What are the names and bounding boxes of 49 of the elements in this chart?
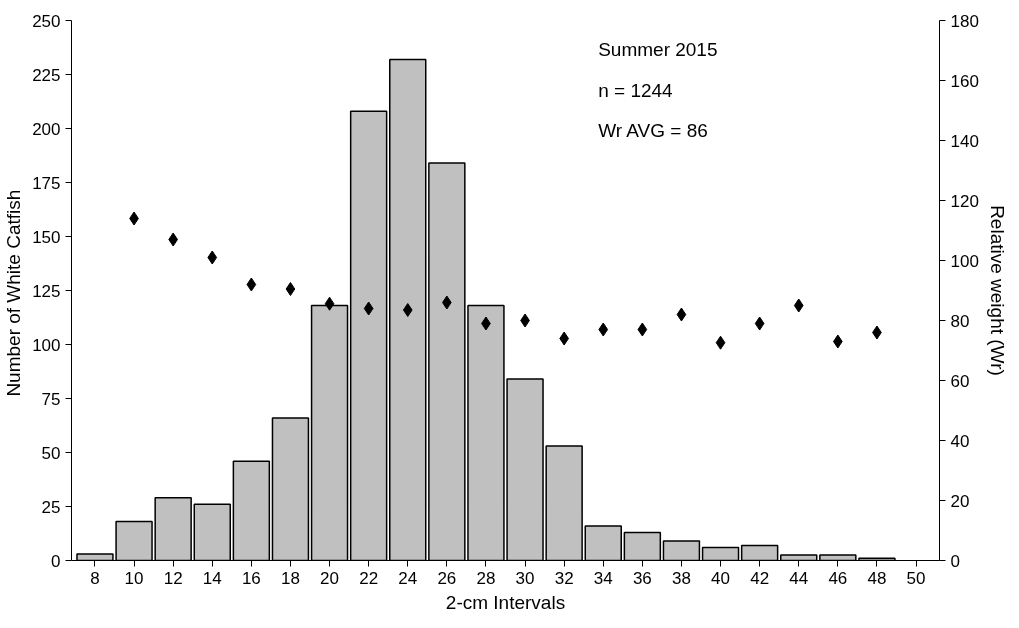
x-tick-label: 40 bbox=[711, 568, 731, 588]
x-tick-label: 28 bbox=[476, 568, 496, 588]
y2-tick-label: 60 bbox=[950, 371, 970, 391]
x-tick-label: 50 bbox=[906, 568, 926, 588]
x-tick-label: 46 bbox=[828, 568, 848, 588]
annotation: n = 1244 bbox=[598, 79, 674, 101]
x-tick-label: 18 bbox=[281, 568, 300, 588]
x-tick-label: 14 bbox=[202, 568, 222, 588]
y2-tick-label: 40 bbox=[950, 431, 970, 451]
x-tick-label: 36 bbox=[632, 568, 652, 588]
x-tick-label: 12 bbox=[163, 568, 183, 588]
y-tick-label: 225 bbox=[32, 65, 61, 85]
y-tick-label: 50 bbox=[41, 443, 61, 463]
y-axis-title: Number of White Catfish bbox=[3, 189, 25, 397]
y2-tick-label: 120 bbox=[950, 191, 979, 211]
y2-tick-label: 0 bbox=[950, 551, 960, 571]
x-tick-label: 16 bbox=[241, 568, 261, 588]
x-tick-label: 32 bbox=[554, 568, 574, 588]
x-tick-label: 10 bbox=[124, 568, 144, 588]
y2-tick-label: 20 bbox=[950, 491, 970, 511]
x-tick-label: 20 bbox=[320, 568, 340, 588]
y2-tick-label: 100 bbox=[950, 251, 979, 271]
y-tick-label: 25 bbox=[41, 497, 61, 517]
x-tick-label: 44 bbox=[789, 568, 809, 588]
y2-tick-label: 160 bbox=[950, 71, 979, 91]
y-tick-label: 100 bbox=[32, 335, 61, 355]
y-tick-label: 150 bbox=[32, 227, 61, 247]
y2-tick-label: 140 bbox=[950, 131, 979, 151]
x-tick-label: 8 bbox=[90, 568, 100, 588]
annotation: Summer 2015 bbox=[598, 39, 718, 61]
y2-tick-label: 180 bbox=[950, 11, 979, 31]
y-tick-label: 250 bbox=[32, 11, 61, 31]
x-tick-label: 48 bbox=[867, 568, 887, 588]
x-tick-label: 42 bbox=[750, 568, 770, 588]
y-tick-label: 75 bbox=[41, 389, 61, 409]
y-tick-label: 175 bbox=[32, 173, 61, 193]
x-tick-label: 26 bbox=[437, 568, 457, 588]
y2-axis-title: Relative weight (Wr) bbox=[986, 205, 1008, 376]
x-tick-label: 22 bbox=[359, 568, 379, 588]
x-tick-label: 38 bbox=[671, 568, 691, 588]
y-tick-label: 125 bbox=[32, 281, 61, 301]
y2-tick-label: 80 bbox=[950, 311, 970, 331]
x-axis-title: 2-cm Intervals bbox=[445, 591, 566, 613]
annotation: Wr AVG = 86 bbox=[598, 120, 708, 142]
x-tick-label: 34 bbox=[593, 568, 613, 588]
x-tick-label: 24 bbox=[398, 568, 418, 588]
y-tick-label: 200 bbox=[32, 119, 61, 139]
y-tick-label: 0 bbox=[51, 551, 61, 571]
x-tick-label: 30 bbox=[515, 568, 535, 588]
